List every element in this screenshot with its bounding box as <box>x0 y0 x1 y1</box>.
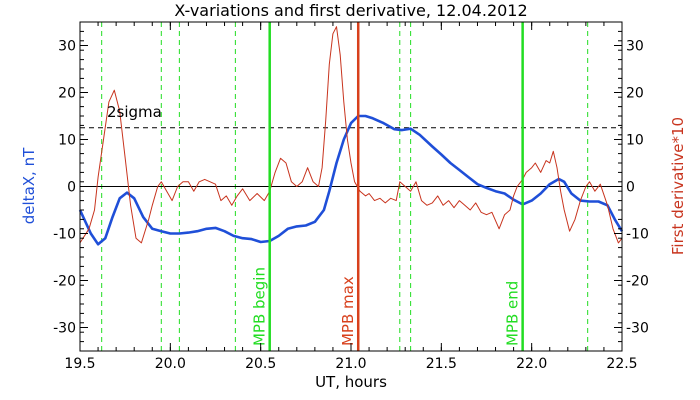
x-axis-label: UT, hours <box>315 373 387 391</box>
x-tick-label-1: 20.0 <box>155 356 186 372</box>
x-tick-label-3: 21.0 <box>335 356 366 372</box>
event-markers: MPB begin MPB max MPB end <box>251 22 524 351</box>
reference-lines <box>80 127 622 187</box>
y-tick-label-right-0: -30 <box>626 321 649 337</box>
x-tick-label-5: 22.0 <box>516 356 547 372</box>
event-label-1: MPB max <box>339 276 357 346</box>
y-tick-label-right-5: 20 <box>626 86 644 102</box>
event-label-2: MPB end <box>504 281 522 346</box>
y-tick-label-left-3: 0 <box>67 180 76 196</box>
x-tick-label-0: 19.5 <box>64 356 95 372</box>
y-axis-label-left: deltaX, nT <box>20 147 38 224</box>
y-tick-label-left-1: -20 <box>53 274 76 290</box>
series-line-deltax <box>78 114 624 246</box>
y-tick-label-right-3: 0 <box>626 180 635 196</box>
x-tick-label-6: 22.5 <box>606 356 637 372</box>
y-tick-label-right-1: -20 <box>626 274 649 290</box>
y-tick-label-left-4: 10 <box>58 133 76 149</box>
y-axis-label-right: First derivative*10 <box>669 117 687 255</box>
sigma-label: 2sigma <box>107 103 162 121</box>
x-tick-label-2: 20.5 <box>245 356 276 372</box>
event-label-0: MPB begin <box>251 267 269 346</box>
y-tick-label-right-6: 30 <box>626 39 644 55</box>
y-tick-label-left-6: 30 <box>58 39 76 55</box>
axis-ticks: 19.5 20.0 20.5 21.0 21.5 22.0 22.5 -30 -20 -10 0 10… <box>53 21 649 372</box>
x-tick-label-4: 21.5 <box>426 356 457 372</box>
series-line-derivative <box>79 26 623 244</box>
y-tick-label-left-2: -10 <box>53 227 76 243</box>
y-tick-label-right-4: 10 <box>626 133 644 149</box>
series-layer <box>78 26 624 246</box>
y-tick-label-left-0: -30 <box>53 321 76 337</box>
y-tick-label-right-2: -10 <box>626 227 649 243</box>
y-tick-label-left-5: 20 <box>58 86 76 102</box>
chart-title: X-variations and first derivative, 12.04… <box>174 1 527 20</box>
